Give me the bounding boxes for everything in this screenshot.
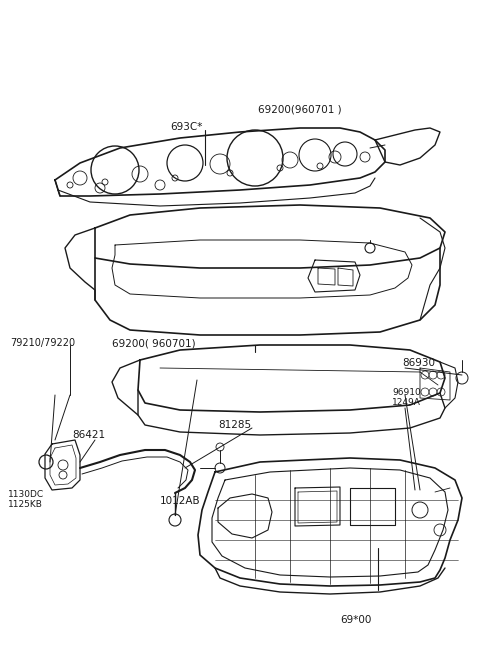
Text: 69200( 960701): 69200( 960701) xyxy=(112,338,196,348)
Text: 1130DC
1125KB: 1130DC 1125KB xyxy=(8,490,44,509)
Text: 86930: 86930 xyxy=(402,358,435,368)
Text: 96910
1249A: 96910 1249A xyxy=(392,388,421,407)
Text: 86421: 86421 xyxy=(72,430,105,440)
Text: 693C*: 693C* xyxy=(170,122,203,132)
Text: 69*00: 69*00 xyxy=(340,615,372,625)
Text: 1012AB: 1012AB xyxy=(160,496,201,506)
Text: 81285: 81285 xyxy=(218,420,251,430)
Text: 69200(960701 ): 69200(960701 ) xyxy=(258,105,342,115)
Text: 79210/79220: 79210/79220 xyxy=(10,338,75,348)
